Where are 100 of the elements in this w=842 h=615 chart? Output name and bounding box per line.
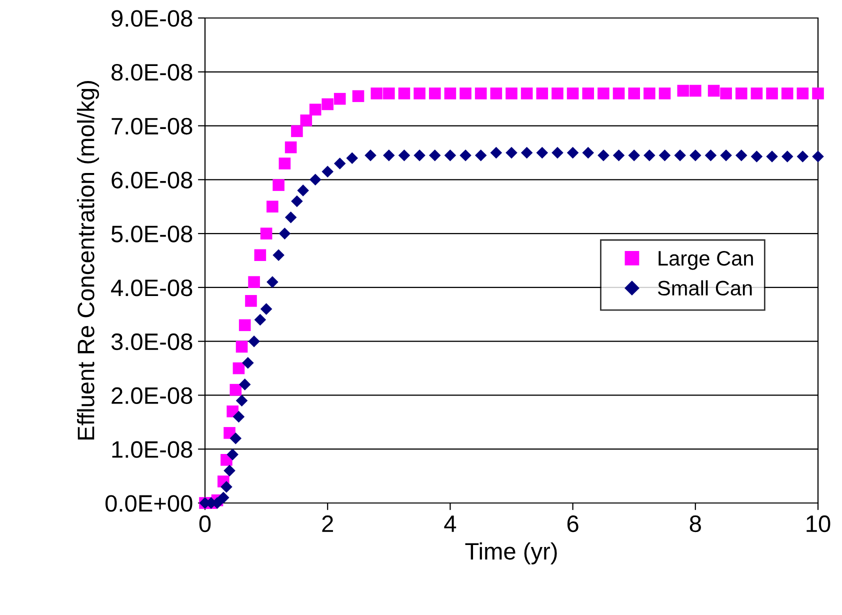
point xyxy=(382,88,395,100)
x-tick-label: 4 xyxy=(444,516,456,532)
point xyxy=(236,394,248,407)
point xyxy=(248,276,260,288)
point xyxy=(658,150,671,162)
point xyxy=(297,184,309,196)
point xyxy=(266,276,278,288)
point xyxy=(644,88,656,100)
point xyxy=(506,146,518,159)
point xyxy=(812,88,824,100)
point xyxy=(612,88,625,100)
point xyxy=(552,146,564,159)
point xyxy=(582,146,594,159)
point xyxy=(232,410,245,423)
y-axis-title: Effluent Re Concentration (mol/kg) xyxy=(77,81,100,440)
y-tick-label: 6.0E-08 xyxy=(112,172,192,188)
y-tick-label: 1.0E-08 xyxy=(112,441,192,458)
point xyxy=(720,150,732,162)
y-tick-label: 3.0E-08 xyxy=(111,333,192,350)
x-tick-label: 8 xyxy=(690,515,701,532)
point xyxy=(674,150,686,162)
point xyxy=(598,150,610,162)
point xyxy=(254,314,266,326)
point xyxy=(766,150,778,162)
point xyxy=(566,146,579,159)
point xyxy=(414,150,426,162)
point xyxy=(230,432,242,444)
point xyxy=(628,150,640,162)
point xyxy=(291,125,303,138)
point xyxy=(284,211,297,224)
point xyxy=(398,150,410,162)
point xyxy=(566,88,579,100)
point xyxy=(796,88,809,100)
point xyxy=(474,150,487,162)
x-tick-label: 0 xyxy=(199,515,211,532)
point xyxy=(352,90,364,102)
point xyxy=(536,88,548,100)
y-tick-label: 0.0E+00 xyxy=(106,495,192,512)
point xyxy=(322,166,334,178)
y-tick-label: 7.0E-08 xyxy=(112,118,192,135)
point xyxy=(677,84,690,97)
legend-label: Large Can xyxy=(658,250,753,270)
point xyxy=(238,319,251,332)
point xyxy=(490,88,502,100)
point xyxy=(238,378,251,390)
point xyxy=(582,88,594,100)
point xyxy=(536,146,548,159)
point xyxy=(254,249,266,262)
point xyxy=(750,88,763,100)
point xyxy=(334,92,346,105)
point xyxy=(224,464,236,477)
point xyxy=(444,88,456,100)
point xyxy=(248,335,260,348)
point xyxy=(242,356,254,369)
point xyxy=(428,150,441,162)
point xyxy=(812,150,824,162)
x-tick-label: 6 xyxy=(567,515,578,532)
point xyxy=(735,88,748,100)
point xyxy=(236,340,248,353)
legend-label: Small Can xyxy=(658,280,752,296)
point xyxy=(520,88,533,100)
point xyxy=(414,88,426,100)
point xyxy=(245,295,257,307)
point xyxy=(506,88,518,100)
point xyxy=(644,150,656,162)
point xyxy=(272,249,284,262)
point xyxy=(708,84,720,97)
y-tick-label: 9.0E-08 xyxy=(112,10,192,27)
y-tick-label: 8.0E-08 xyxy=(112,64,192,81)
point xyxy=(322,98,334,110)
point xyxy=(598,88,610,100)
point xyxy=(278,228,291,240)
y-tick-label: 2.0E-08 xyxy=(112,387,192,404)
point xyxy=(428,88,441,100)
x-tick-label: 10 xyxy=(806,515,830,532)
point xyxy=(383,150,395,162)
point xyxy=(218,492,230,504)
point xyxy=(398,88,410,100)
point xyxy=(766,88,778,100)
point xyxy=(796,150,809,162)
point xyxy=(720,88,732,100)
point xyxy=(658,88,671,100)
x-axis-title: Time (yr) xyxy=(465,542,557,564)
y-tick-label: 4.0E-08 xyxy=(111,280,192,296)
point xyxy=(272,179,284,191)
x-tick-label: 2 xyxy=(322,515,333,532)
point xyxy=(346,152,358,164)
point xyxy=(300,114,312,126)
point xyxy=(309,174,322,186)
point xyxy=(278,158,291,170)
point xyxy=(552,88,564,100)
point xyxy=(612,150,625,162)
point xyxy=(284,141,297,154)
point xyxy=(704,150,717,162)
point xyxy=(689,84,702,97)
point xyxy=(266,200,278,213)
point xyxy=(781,150,794,162)
point xyxy=(309,104,322,116)
point xyxy=(232,362,245,374)
point xyxy=(781,88,794,100)
